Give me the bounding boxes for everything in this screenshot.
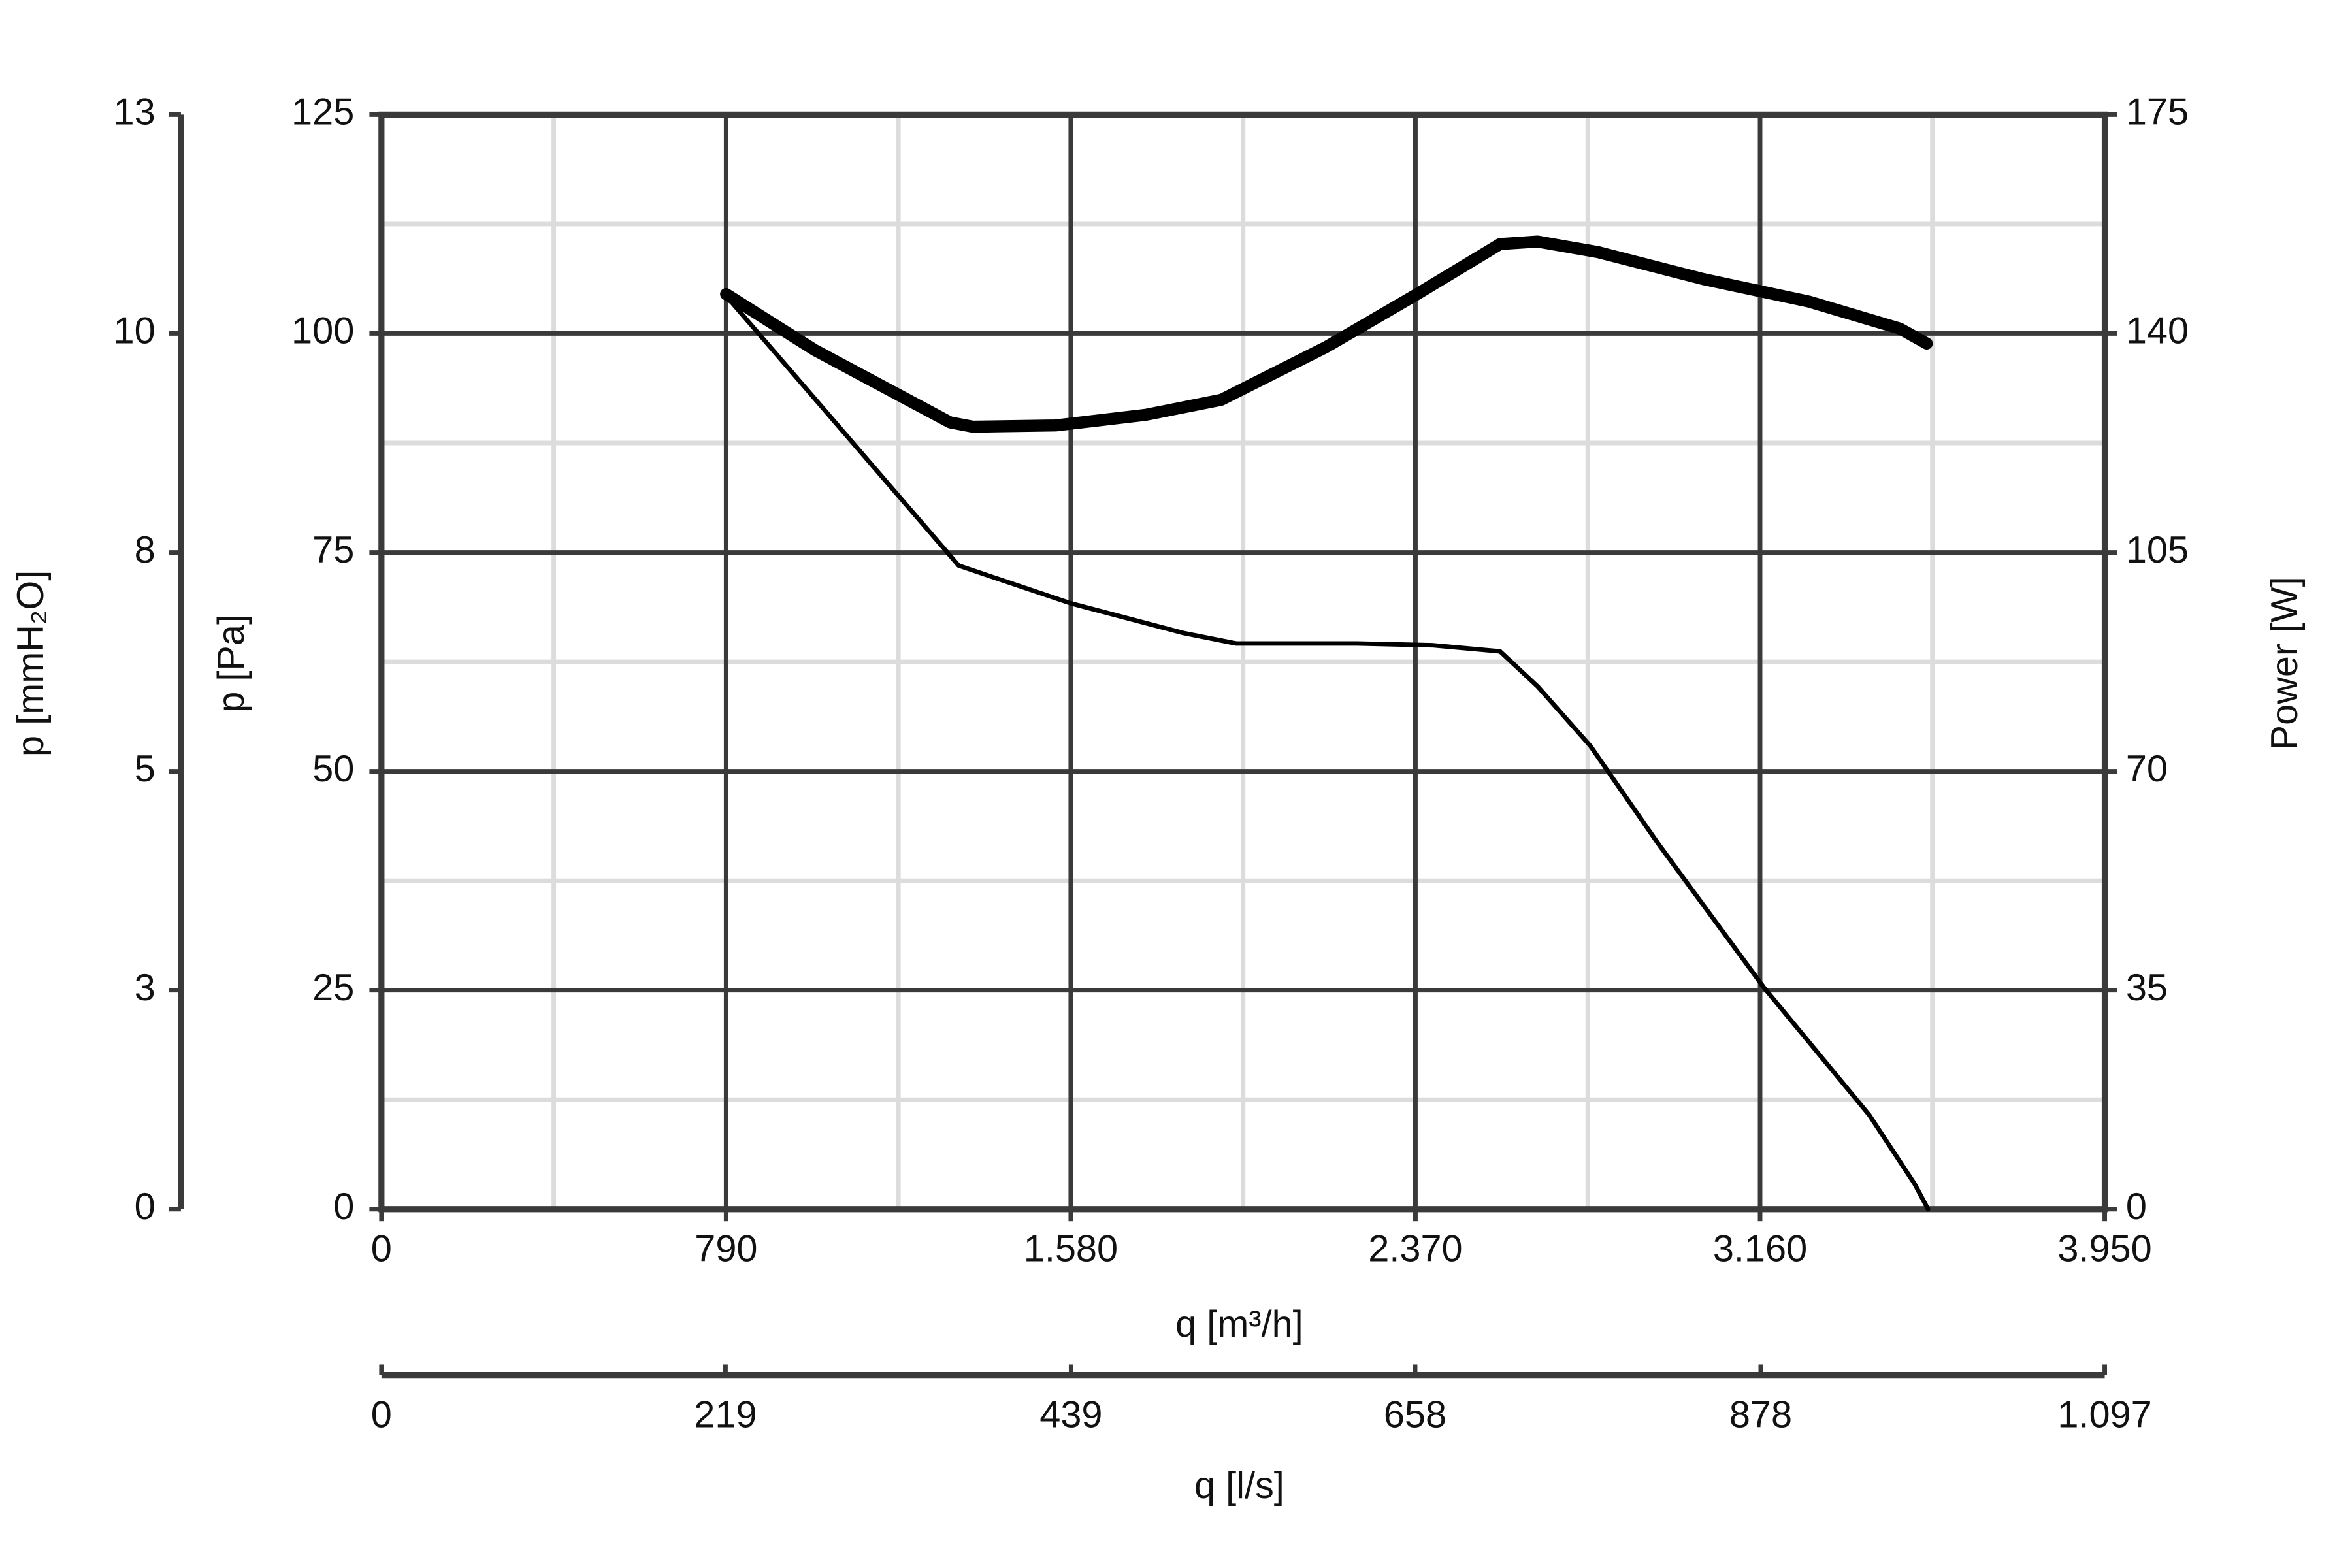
x2-tick-label: 0 [371,1394,392,1435]
y-tick-label: 125 [291,91,354,133]
x-tick-label: 2.370 [1368,1228,1462,1270]
x-tick-label: 0 [371,1228,392,1270]
x2-tick-label: 658 [1384,1394,1446,1435]
y2-tick-label: 175 [2126,91,2189,133]
x2-axis-label: q [l/s] [1194,1465,1284,1507]
plot-frame [378,111,2108,1213]
y2-tick-label: 35 [2126,967,2168,1009]
series-line [723,293,1931,1212]
y3-tick-label: 5 [135,748,155,790]
y-axis-label: p [Pa] [210,614,252,713]
y-tick-label: 0 [333,1186,354,1228]
y2-tick-label: 70 [2126,748,2168,790]
y3-tick-label: 13 [114,91,155,133]
y-tick-label: 100 [291,310,354,352]
y-tick-label: 75 [312,529,354,571]
x-tick-label: 3.160 [1713,1228,1807,1270]
y3-axis-label: p [mmH₂O] [10,570,52,757]
y2-tick-label: 140 [2126,310,2189,352]
x-tick-label: 3.950 [2057,1228,2151,1270]
y2-tick-label: 0 [2126,1186,2147,1228]
y2-axis-label: Power [W] [2264,576,2306,750]
y3-tick-label: 8 [135,529,155,571]
y-tick-label: 25 [312,967,354,1009]
x-tick-label: 790 [694,1228,757,1270]
y3-tick-label: 3 [135,967,155,1009]
x2-tick-label: 1.097 [2057,1394,2151,1435]
y3-tick-label: 0 [135,1186,155,1228]
x-tick-label: 1.580 [1024,1228,1118,1270]
x2-tick-label: 439 [1039,1394,1102,1435]
y3-tick-label: 10 [114,310,155,352]
y2-tick-label: 105 [2126,529,2189,571]
y-tick-label: 50 [312,748,354,790]
x-axis-label: q [m³/h] [1175,1303,1303,1345]
series-line [720,235,1933,433]
x2-tick-label: 219 [694,1394,757,1435]
x2-tick-label: 878 [1729,1394,1792,1435]
